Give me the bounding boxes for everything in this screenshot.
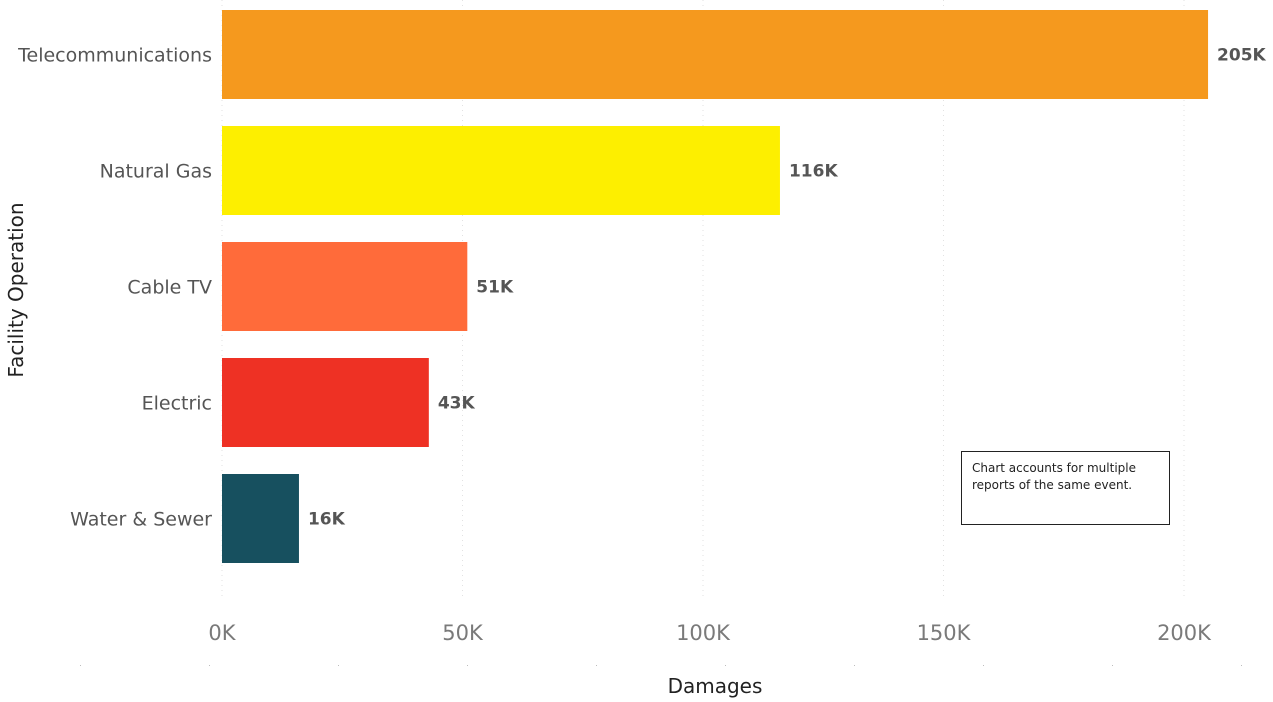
x-tick-label-2: 100K xyxy=(676,621,731,645)
bar-0 xyxy=(222,10,1209,99)
data-label-4: 16K xyxy=(308,510,346,530)
chart-note: Chart accounts for multiple reports of t… xyxy=(961,451,1170,525)
data-label-1: 116K xyxy=(789,162,838,182)
data-label-3: 43K xyxy=(438,394,476,414)
bars xyxy=(222,10,1209,563)
baseline-dot-4 xyxy=(596,665,597,666)
chart-note-text: Chart accounts for multiple reports of t… xyxy=(972,461,1136,492)
bar-1 xyxy=(222,126,780,215)
x-axis-baseline-dots xyxy=(80,665,1242,666)
baseline-dot-3 xyxy=(467,665,468,666)
x-axis-ticks: 0K 50K 100K 150K 200K xyxy=(208,621,1212,645)
data-labels: 205K 116K 51K 43K 16K xyxy=(308,46,1267,530)
category-label-4: Water & Sewer xyxy=(70,509,212,531)
x-tick-label-0: 0K xyxy=(208,621,236,645)
x-tick-label-4: 200K xyxy=(1157,621,1212,645)
x-axis-title: Damages xyxy=(668,674,763,698)
category-label-3: Electric xyxy=(142,393,212,415)
category-label-1: Natural Gas xyxy=(100,161,212,183)
category-labels: Telecommunications Natural Gas Cable TV Ele… xyxy=(17,45,212,531)
baseline-dot-7 xyxy=(983,665,984,666)
baseline-dot-8 xyxy=(1112,665,1113,666)
data-label-2: 51K xyxy=(476,278,514,298)
baseline-dot-5 xyxy=(725,665,726,666)
baseline-dot-6 xyxy=(854,665,855,666)
bar-2 xyxy=(222,242,468,331)
bar-3 xyxy=(222,358,429,447)
x-tick-label-3: 150K xyxy=(917,621,972,645)
bar-4 xyxy=(222,474,299,563)
x-tick-label-1: 50K xyxy=(442,621,484,645)
category-label-2: Cable TV xyxy=(127,277,212,299)
baseline-dot-9 xyxy=(1241,665,1242,666)
baseline-dot-1 xyxy=(209,665,210,666)
baseline-dot-2 xyxy=(338,665,339,666)
y-axis-title: Facility Operation xyxy=(4,202,28,377)
baseline-dot-0 xyxy=(80,665,81,666)
category-label-0: Telecommunications xyxy=(17,45,212,67)
data-label-0: 205K xyxy=(1217,46,1266,66)
